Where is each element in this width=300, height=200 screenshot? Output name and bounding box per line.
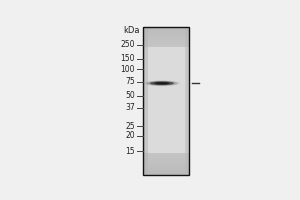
Bar	[143, 98, 189, 101]
Text: 250: 250	[121, 40, 135, 49]
Text: 50: 50	[125, 91, 135, 100]
Bar	[143, 158, 189, 160]
Bar	[143, 172, 189, 175]
Bar	[143, 155, 189, 158]
Text: 75: 75	[125, 77, 135, 86]
Bar	[143, 130, 189, 133]
Bar	[143, 93, 189, 96]
Bar	[143, 84, 189, 86]
Bar	[143, 150, 189, 153]
Bar	[143, 81, 189, 84]
Bar	[143, 66, 189, 69]
Text: 15: 15	[125, 147, 135, 156]
Text: 25: 25	[125, 122, 135, 131]
Bar	[143, 89, 189, 91]
Bar	[143, 121, 189, 123]
Bar	[143, 125, 189, 128]
Bar	[143, 64, 189, 67]
Bar	[143, 167, 189, 170]
Bar	[143, 123, 189, 126]
Bar	[143, 52, 189, 54]
Bar	[143, 160, 189, 163]
Bar	[143, 140, 189, 143]
Bar	[143, 34, 189, 37]
Bar	[188, 27, 189, 175]
Bar	[143, 118, 189, 121]
Bar	[143, 153, 189, 155]
Bar	[143, 148, 189, 150]
Ellipse shape	[154, 82, 169, 84]
Bar	[143, 76, 189, 79]
Ellipse shape	[146, 81, 178, 86]
Bar	[143, 91, 189, 94]
Bar	[143, 59, 189, 62]
Bar	[185, 27, 187, 175]
Bar	[143, 79, 189, 81]
Bar	[143, 27, 189, 175]
Bar	[143, 29, 189, 32]
Text: 100: 100	[121, 65, 135, 74]
Bar	[143, 138, 189, 140]
Bar	[143, 143, 189, 145]
Ellipse shape	[150, 81, 174, 85]
Bar	[143, 69, 189, 71]
Bar	[143, 56, 189, 59]
Bar	[143, 128, 189, 131]
Bar	[143, 116, 189, 118]
Ellipse shape	[143, 80, 181, 86]
Bar	[143, 113, 189, 116]
Bar	[143, 27, 189, 30]
Bar	[143, 135, 189, 138]
Bar	[143, 106, 189, 108]
Text: kDa: kDa	[123, 26, 140, 35]
Bar	[143, 133, 189, 135]
Text: 150: 150	[121, 54, 135, 63]
Bar	[143, 101, 189, 103]
Bar	[143, 111, 189, 113]
Bar	[143, 96, 189, 99]
Bar	[143, 37, 189, 39]
Bar	[143, 27, 145, 175]
Bar	[143, 170, 189, 172]
Bar	[143, 39, 189, 42]
Bar	[143, 108, 189, 111]
Bar	[143, 61, 189, 64]
Bar	[143, 49, 189, 52]
Text: 20: 20	[125, 131, 135, 140]
Bar	[143, 145, 189, 148]
Bar	[143, 47, 189, 49]
Bar	[143, 165, 189, 168]
Bar	[186, 27, 188, 175]
Bar	[143, 103, 189, 106]
Bar	[143, 44, 189, 47]
Bar	[144, 27, 146, 175]
Bar	[143, 71, 189, 74]
Bar	[143, 54, 189, 57]
Bar	[143, 86, 189, 89]
Bar	[143, 162, 189, 165]
Bar	[146, 27, 147, 175]
Bar	[143, 32, 189, 34]
Text: 37: 37	[125, 103, 135, 112]
Bar	[147, 27, 148, 175]
Bar	[143, 42, 189, 44]
Bar	[143, 74, 189, 76]
